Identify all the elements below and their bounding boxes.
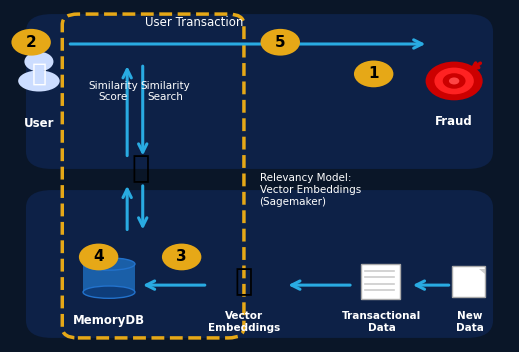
Text: 🧠: 🧠 (131, 155, 149, 183)
Text: Relevancy Model:
Vector Embeddings
(Sagemaker): Relevancy Model: Vector Embeddings (Sage… (260, 174, 361, 207)
Text: User Transaction: User Transaction (145, 17, 244, 29)
Text: Transactional
Data: Transactional Data (342, 311, 421, 333)
FancyBboxPatch shape (26, 14, 493, 169)
Text: Similarity
Score: Similarity Score (88, 81, 138, 102)
Text: 3: 3 (176, 250, 187, 264)
Text: 🧠: 🧠 (235, 267, 253, 296)
Circle shape (354, 61, 393, 87)
Text: 4: 4 (93, 250, 104, 264)
Text: 👥: 👥 (32, 62, 46, 86)
Text: Fraud: Fraud (435, 115, 473, 128)
FancyBboxPatch shape (452, 266, 485, 297)
Polygon shape (479, 269, 485, 274)
Circle shape (443, 73, 466, 89)
Text: Vector
Embeddings: Vector Embeddings (208, 311, 280, 333)
Text: User: User (24, 117, 54, 130)
FancyBboxPatch shape (83, 264, 135, 292)
Circle shape (426, 62, 483, 100)
Circle shape (162, 244, 201, 270)
Circle shape (24, 52, 53, 71)
Ellipse shape (18, 70, 60, 92)
Text: 2: 2 (26, 35, 36, 50)
Circle shape (434, 68, 474, 94)
Text: 5: 5 (275, 35, 285, 50)
Circle shape (449, 77, 459, 84)
Text: 1: 1 (368, 67, 379, 81)
Circle shape (11, 29, 51, 56)
FancyBboxPatch shape (361, 264, 400, 299)
Ellipse shape (83, 286, 135, 298)
Text: MemoryDB: MemoryDB (73, 314, 145, 327)
Circle shape (261, 29, 300, 56)
Text: New
Data: New Data (456, 311, 484, 333)
FancyBboxPatch shape (26, 190, 493, 338)
Ellipse shape (83, 258, 135, 270)
Circle shape (79, 244, 118, 270)
Text: Similarity
Search: Similarity Search (140, 81, 190, 102)
